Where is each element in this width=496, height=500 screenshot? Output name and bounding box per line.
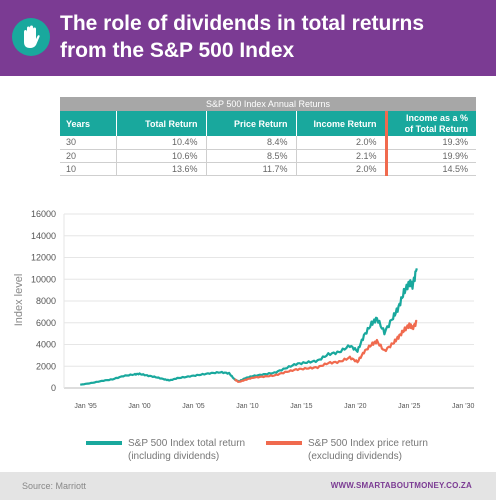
legend-label-price-return: S&P 500 Index price return (excluding di… [308, 437, 468, 463]
y-tick-label: 8000 [36, 296, 56, 306]
y-tick-label: 0 [51, 383, 56, 393]
cell-total-return: 10.4% [116, 136, 207, 150]
x-tick-label: Jan '10 [236, 403, 258, 410]
website-link[interactable]: WWW.SMARTABOUTMONEY.CO.ZA [330, 481, 472, 490]
x-tick-label: Jan '20 [344, 403, 366, 410]
cell-years: 30 [60, 136, 117, 150]
cell-income-return: 2.0% [296, 162, 387, 176]
legend-swatch-total-return [86, 441, 122, 445]
legend-item-total-return: S&P 500 Index total return (including di… [86, 437, 286, 467]
x-tick-label: Jan '25 [398, 403, 420, 410]
cell-income-return: 2.0% [296, 136, 387, 150]
column-header-price-return: Price Return [206, 111, 297, 136]
y-tick-label: 2000 [36, 361, 56, 371]
column-header-income-pct: Income as a % of Total Return [384, 111, 476, 136]
index-line-chart: 0 2000 4000 6000 8000 10000 12000 14000 16000 Ja… [13, 209, 474, 410]
legend-label-line1: S&P 500 Index total return [128, 438, 246, 449]
cell-total-return: 13.6% [116, 162, 207, 176]
source-note: Source: Marriott [22, 481, 87, 491]
hand-icon [12, 18, 50, 56]
cell-income-return: 2.1% [296, 149, 387, 163]
column-header-income-pct-line2: of Total Return [404, 123, 468, 134]
legend-label-line1: S&P 500 Index price return [308, 438, 428, 449]
legend-swatch-price-return [266, 441, 302, 445]
table-row: 30 10.4% 8.4% 2.0% 19.3% [60, 136, 476, 150]
x-tick-label: Jan '15 [290, 403, 312, 410]
cell-price-return: 11.7% [206, 162, 297, 176]
returns-table: S&P 500 Index Annual Returns Years Total… [60, 97, 476, 176]
column-header-total-return: Total Return [116, 111, 207, 136]
y-tick-label: 4000 [36, 340, 56, 350]
x-axis-ticks: Jan '95 Jan '00 Jan '05 Jan '10 Jan '15 Jan '… [74, 403, 474, 410]
cell-price-return: 8.4% [206, 136, 297, 150]
chart-series [80, 268, 418, 386]
column-header-years: Years [60, 111, 117, 136]
x-tick-label: Jan '05 [182, 403, 204, 410]
y-tick-label: 14000 [31, 231, 56, 241]
header-banner: The role of dividends in total returns f… [0, 0, 496, 76]
table-caption: S&P 500 Index Annual Returns [60, 97, 476, 111]
footer-bar: Source: Marriott WWW.SMARTABOUTMONEY.CO.… [0, 472, 496, 500]
x-tick-label: Jan '95 [74, 403, 96, 410]
column-header-income-pct-line1: Income as a % [405, 112, 468, 123]
table-row: 10 13.6% 11.7% 2.0% 14.5% [60, 162, 476, 176]
series-line-price-return [234, 319, 418, 383]
y-axis-ticks: 0 2000 4000 6000 8000 10000 12000 14000 16000 [31, 209, 56, 393]
page-title: The role of dividends in total returns f… [60, 10, 480, 64]
x-tick-label: Jan '00 [128, 403, 150, 410]
title-line-2: from the S&P 500 Index [60, 39, 295, 62]
table-row: 20 10.6% 8.5% 2.1% 19.9% [60, 149, 476, 163]
series-line-total-return [80, 268, 418, 386]
cell-years: 20 [60, 149, 117, 163]
y-tick-label: 10000 [31, 274, 56, 284]
column-header-income-return: Income Return [296, 111, 387, 136]
cell-income-pct: 19.9% [384, 149, 476, 163]
x-tick-label: Jan '30 [452, 403, 474, 410]
chart-grid [63, 213, 474, 389]
legend-label-total-return: S&P 500 Index total return (including di… [128, 437, 288, 463]
returns-table-container: S&P 500 Index Annual Returns Years Total… [60, 97, 476, 176]
y-axis-label: Index level [13, 274, 25, 327]
legend-label-line2: (excluding dividends) [308, 451, 402, 462]
cell-income-pct: 14.5% [384, 162, 476, 176]
y-tick-label: 12000 [31, 253, 56, 263]
y-tick-label: 16000 [31, 209, 56, 219]
cell-income-pct: 19.3% [384, 136, 476, 150]
cell-years: 10 [60, 162, 117, 176]
title-line-1: The role of dividends in total returns [60, 12, 425, 35]
cell-price-return: 8.5% [206, 149, 297, 163]
legend-item-price-return: S&P 500 Index price return (excluding di… [266, 437, 476, 467]
legend-label-line2: (including dividends) [128, 451, 220, 462]
y-tick-label: 6000 [36, 318, 56, 328]
cell-total-return: 10.6% [116, 149, 207, 163]
